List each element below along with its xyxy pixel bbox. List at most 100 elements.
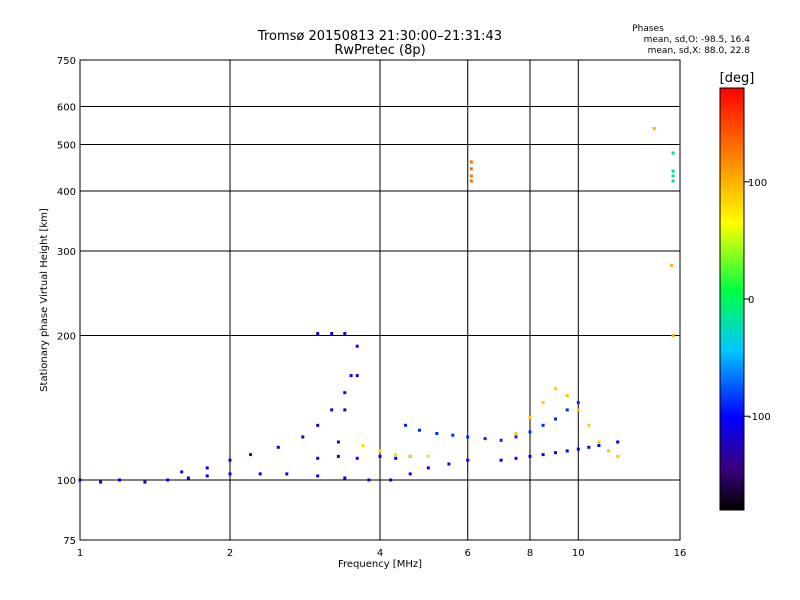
data-point — [343, 408, 347, 412]
data-point — [426, 454, 430, 458]
data-point — [249, 453, 253, 457]
data-point — [671, 174, 675, 178]
y-tick-label: 200 — [57, 332, 76, 343]
data-point — [316, 332, 320, 335]
x-tick-label: 16 — [674, 548, 687, 559]
data-point — [565, 394, 569, 397]
colorbar-label: [deg] — [720, 71, 755, 86]
data-point — [408, 454, 412, 458]
data-point — [597, 444, 601, 447]
data-point — [228, 458, 232, 462]
data-point — [426, 466, 430, 470]
data-point — [186, 476, 190, 480]
data-point — [671, 169, 675, 173]
colorbar-tick-label: -100 — [748, 412, 771, 423]
data-point — [336, 454, 340, 458]
data-point — [576, 408, 580, 412]
y-tick-label: 500 — [57, 141, 76, 152]
data-point — [228, 472, 232, 476]
data-point — [587, 445, 591, 449]
y-tick-label: 600 — [57, 103, 76, 114]
colorbar-ticks: 100 0 -100 — [744, 178, 771, 423]
x-axis-label: Frequency [MHz] — [338, 559, 422, 570]
y-tick-label: 750 — [57, 56, 76, 67]
y-axis-ticks: 75 100 200 300 400 500 600 750 — [57, 56, 76, 547]
data-point — [418, 428, 421, 432]
data-point — [343, 391, 347, 395]
data-point — [670, 263, 674, 267]
data-point — [355, 374, 359, 378]
data-point — [343, 332, 347, 335]
stats-o: mean, sd,O: -98.5, 16.4 — [644, 35, 751, 45]
data-point — [205, 474, 209, 478]
data-point — [180, 470, 184, 474]
data-point — [541, 423, 545, 427]
data-point — [554, 451, 557, 455]
data-point — [404, 423, 407, 427]
data-point — [541, 401, 545, 405]
y-tick-label: 75 — [63, 536, 76, 547]
y-tick-label: 100 — [57, 476, 76, 487]
data-point — [349, 374, 353, 378]
data-point — [355, 344, 359, 348]
data-point — [316, 423, 320, 427]
data-point — [99, 480, 103, 484]
x-tick-label: 2 — [227, 548, 233, 559]
data-point — [514, 456, 518, 460]
data-point — [499, 438, 503, 442]
data-point — [394, 453, 398, 457]
plot-frame — [79, 59, 681, 541]
data-point — [143, 480, 147, 484]
data-point — [469, 167, 473, 171]
data-point — [541, 453, 545, 457]
grid-lines — [80, 60, 680, 540]
x-axis-ticks: 1 2 4 6 8 10 16 — [77, 548, 687, 559]
data-point — [671, 334, 675, 337]
data-point — [361, 444, 365, 447]
data-point — [166, 478, 170, 482]
y-tick-label: 400 — [57, 187, 76, 198]
chart-title: Tromsø 20150813 21:30:00–21:31:43 — [257, 29, 502, 44]
data-point — [469, 179, 473, 183]
data-point — [483, 437, 487, 441]
x-tick-label: 6 — [465, 548, 471, 559]
x-tick-label: 1 — [77, 548, 83, 559]
data-point — [576, 401, 580, 405]
stats-x: mean, sd,X: 88.0, 22.8 — [648, 46, 751, 56]
data-point — [616, 454, 620, 458]
chart-subtitle: RwPretec (8p) — [334, 43, 425, 58]
data-point — [607, 449, 610, 453]
data-point — [330, 332, 334, 335]
data-point — [258, 472, 262, 476]
data-point — [394, 456, 398, 460]
data-point — [276, 445, 280, 449]
data-point — [205, 466, 209, 470]
data-point — [466, 458, 470, 462]
data-point — [528, 416, 532, 419]
data-point — [652, 127, 656, 130]
x-tick-label: 10 — [572, 548, 585, 559]
data-point — [285, 472, 289, 476]
data-point — [301, 435, 305, 439]
data-point — [378, 454, 382, 458]
data-point — [330, 408, 334, 412]
data-point — [499, 458, 503, 462]
x-tick-label: 8 — [527, 548, 533, 559]
colorbar — [719, 87, 745, 511]
data-point — [528, 454, 532, 458]
data-point — [355, 456, 359, 460]
data-point — [576, 447, 580, 451]
data-point — [514, 435, 518, 439]
data-point — [565, 408, 569, 412]
data-point — [597, 440, 601, 444]
data-point — [616, 440, 620, 444]
data-point — [469, 174, 473, 178]
data-point — [336, 440, 340, 444]
data-point — [389, 478, 393, 482]
data-point — [587, 423, 591, 427]
data-point — [671, 179, 675, 183]
x-tick-label: 4 — [377, 548, 383, 559]
data-point — [378, 449, 382, 453]
stats-title: Phases — [632, 24, 664, 34]
data-point — [554, 417, 557, 421]
